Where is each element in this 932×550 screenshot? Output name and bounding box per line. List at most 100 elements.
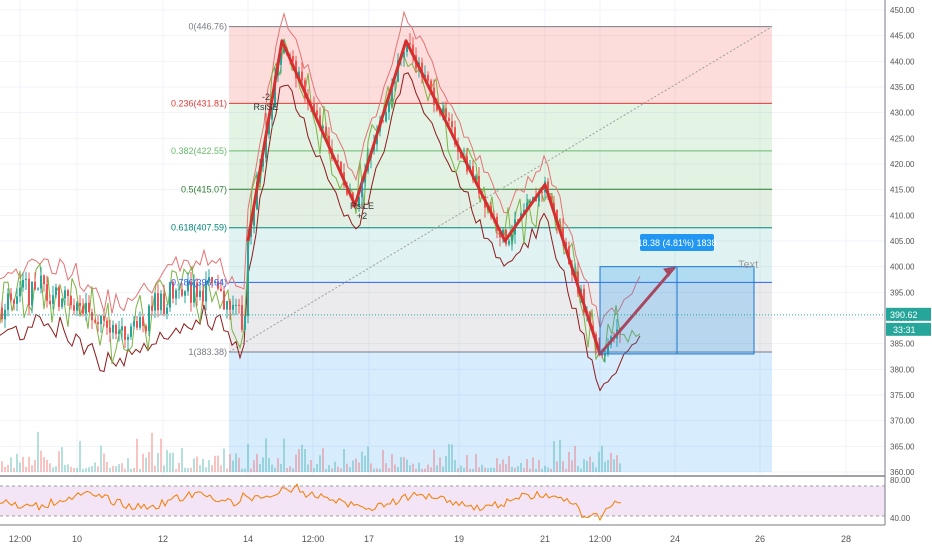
candle-body [430,80,432,88]
fib-zone [229,189,772,228]
volume-bar [436,465,438,472]
volume-bar [571,460,573,472]
candle-body [226,301,228,310]
volume-bar [127,458,129,472]
price-axis[interactable]: 450.00 445.00 440.00 435.00 430.00 425.00 420.… [884,0,932,550]
candle-body [31,281,33,306]
volume-bar [292,468,294,472]
candle-body [79,302,81,307]
rsi-bg [0,476,885,525]
volume-bar [592,462,594,472]
volume-bar [457,468,459,472]
candle-body [115,324,117,335]
candle-body [232,304,234,310]
candle-body [265,134,267,159]
candle-body [172,282,174,299]
candle-body [43,275,45,285]
candle-body [421,62,423,78]
volume-bar [526,459,528,472]
volume-bar [4,466,6,472]
volume-bar [568,451,570,472]
volume-bar [616,455,618,472]
volume-bar [163,465,165,472]
volume-bar [361,451,363,472]
candle-body [106,320,108,328]
volume-bar [397,466,399,472]
candle-body [241,305,243,330]
volume-bar [238,457,240,472]
volume-bar [244,468,246,472]
time-axis[interactable]: 12:00 10 12 14 12:00 17 19 21 12:00 24 26 28 [0,524,932,550]
volume-bar [325,468,327,472]
volume-bar [559,439,561,472]
volume-bar [400,457,402,472]
volume-bar [334,461,336,472]
signal-label: RsiSE [253,102,278,112]
volume-bar [505,464,507,472]
price-tick-label: 430.00 [890,109,915,118]
volume-bar [439,457,441,472]
lagging-span [0,38,641,365]
candle-body [124,326,126,340]
volume-bar [31,465,33,472]
volume-bar [25,466,27,472]
candle-body [25,278,27,280]
grid-lines [0,0,885,530]
volume-bar [19,462,21,472]
volume-bar [469,468,471,472]
candle-body [208,277,210,282]
candle-body [508,240,510,245]
candle-body [205,281,207,302]
volume-bar [298,449,300,472]
time-tick-label: 17 [364,534,374,544]
candle-body [10,293,12,300]
pattern-line [246,39,677,356]
fibonacci-retracement[interactable] [228,26,773,472]
candle-body [502,229,504,238]
rsi-tick-label: 80.00 [890,476,911,485]
fib-zone [229,26,772,104]
signal-label: RsiLE [350,201,374,211]
volume-bar [367,446,369,472]
zigzag-pattern[interactable] [246,39,677,356]
candle-body [112,324,114,333]
candle-body [133,320,135,327]
candle-body [142,317,144,326]
volume-bar [373,468,375,472]
volume-bar [196,456,198,472]
volume-bar [472,468,474,472]
volume-bar [178,462,180,472]
candle-body [403,51,405,58]
volume-bar [532,457,534,472]
candle-body [565,242,567,247]
time-tick-label: 10 [72,534,82,544]
candle-body [316,110,318,116]
projection-label: 18.38 (4.81%) 1838 [637,238,716,248]
candle-body [235,304,237,306]
price-tick-label: 375.00 [890,391,915,400]
price-tick-label: 435.00 [890,83,915,92]
volume-bar [160,438,162,472]
candle-body [604,354,606,356]
candle-body [166,307,168,314]
price-tick-label: 405.00 [890,237,915,246]
volume-bar [382,450,384,472]
fib-label: 0.786(396.94) [171,277,227,287]
volume-bar [481,464,483,472]
volume-bar [499,464,501,472]
current-price-label: 390.62 [890,310,918,320]
fib-zone-extension [229,351,772,472]
candle-body [163,293,165,314]
candle-body [4,309,6,320]
candle-body [541,191,543,193]
time-tick-label: 12:00 [589,534,612,544]
candle-body [211,277,213,284]
price-projection[interactable]: 18.38 (4.81%) 1838 Text [0,234,885,355]
candle-body [292,56,294,61]
volume-bar [142,453,144,472]
time-axis-bg [0,525,932,550]
fib-label: 1(383.38) [188,347,227,357]
volume-bar [550,468,552,472]
